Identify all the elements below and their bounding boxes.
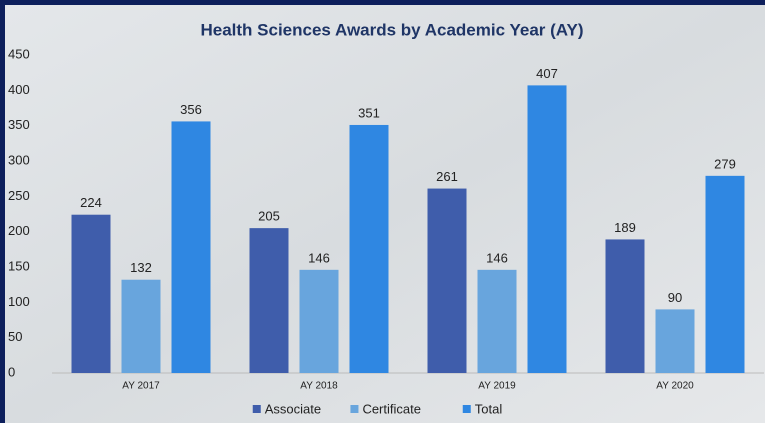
value-label: 146	[308, 250, 330, 265]
value-label: 205	[258, 209, 280, 224]
y-tick-label: 150	[8, 258, 30, 273]
bar	[605, 239, 645, 373]
legend-label: Total	[475, 401, 503, 416]
y-tick-label: 350	[8, 117, 30, 132]
value-label: 356	[180, 102, 202, 117]
bar	[171, 121, 211, 373]
value-label: 407	[536, 66, 558, 81]
y-tick-label: 250	[8, 188, 30, 203]
bar	[71, 214, 111, 373]
value-label: 351	[358, 105, 380, 120]
legend-label: Associate	[265, 401, 321, 416]
y-tick-label: 400	[8, 82, 30, 97]
y-tick-label: 450	[8, 46, 30, 61]
value-label: 132	[130, 260, 152, 275]
legend-swatch	[350, 405, 359, 413]
y-tick-label: 200	[8, 223, 30, 238]
x-tick-label: AY 2020	[656, 381, 694, 392]
value-label: 261	[436, 169, 458, 184]
value-label: 224	[80, 195, 102, 210]
y-tick-label: 50	[8, 329, 22, 344]
x-tick-label: AY 2018	[300, 381, 338, 392]
value-label: 90	[668, 290, 682, 305]
bar	[349, 124, 389, 374]
bar	[249, 228, 289, 373]
x-tick-label: AY 2017	[122, 381, 160, 392]
y-tick-label: 300	[8, 152, 30, 167]
legend-swatch	[462, 405, 471, 413]
value-label: 279	[714, 156, 736, 171]
legend-swatch	[252, 405, 261, 413]
x-tick-label: AY 2019	[478, 381, 516, 392]
bar	[427, 188, 467, 373]
y-tick-label: 0	[8, 364, 15, 379]
legend-label: Certificate	[362, 401, 421, 416]
value-label: 146	[486, 250, 508, 265]
chart-title: Health Sciences Awards by Academic Year …	[200, 20, 583, 39]
y-tick-label: 100	[8, 294, 30, 309]
bar	[527, 85, 567, 374]
bar	[299, 269, 339, 373]
bar	[477, 269, 517, 373]
bar	[121, 279, 161, 373]
bar	[655, 309, 695, 373]
value-label: 189	[614, 220, 636, 235]
bar	[705, 175, 745, 373]
